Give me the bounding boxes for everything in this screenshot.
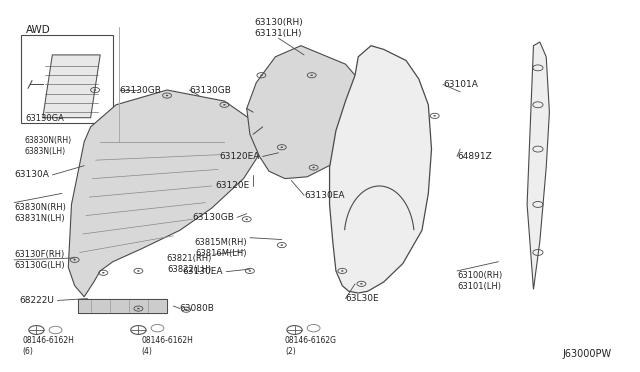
- Text: 63130GB: 63130GB: [189, 86, 231, 94]
- Text: 08146-6162G
(2): 08146-6162G (2): [285, 336, 337, 356]
- Polygon shape: [246, 46, 368, 179]
- Circle shape: [310, 74, 313, 76]
- Text: 08146-6162H
(4): 08146-6162H (4): [141, 336, 193, 356]
- Polygon shape: [68, 90, 262, 297]
- FancyBboxPatch shape: [20, 35, 113, 123]
- Text: 63080B: 63080B: [180, 304, 214, 313]
- Text: 08146-6162H
(6): 08146-6162H (6): [22, 336, 74, 356]
- Text: 63830N(RH)
63831N(LH): 63830N(RH) 63831N(LH): [14, 203, 66, 223]
- Text: 63815M(RH)
63816M(LH): 63815M(RH) 63816M(LH): [194, 238, 246, 258]
- Circle shape: [248, 270, 251, 272]
- Text: 68222U: 68222U: [19, 296, 54, 305]
- Circle shape: [185, 309, 188, 310]
- Circle shape: [433, 115, 436, 116]
- Text: 63L30E: 63L30E: [346, 294, 379, 303]
- Circle shape: [280, 244, 283, 246]
- Text: 63130GA: 63130GA: [25, 114, 64, 123]
- Text: 64891Z: 64891Z: [457, 152, 492, 161]
- Circle shape: [166, 95, 168, 96]
- Text: 63130EA: 63130EA: [182, 267, 223, 276]
- Text: J63000PW: J63000PW: [562, 349, 611, 359]
- Text: 63830N(RH)
6383N(LH): 63830N(RH) 6383N(LH): [25, 136, 72, 156]
- Circle shape: [341, 270, 344, 272]
- Polygon shape: [43, 55, 100, 118]
- Circle shape: [137, 308, 140, 310]
- Circle shape: [360, 283, 363, 285]
- Circle shape: [280, 147, 283, 148]
- Circle shape: [102, 272, 104, 273]
- Circle shape: [223, 104, 226, 106]
- Polygon shape: [78, 299, 167, 313]
- Circle shape: [312, 167, 315, 168]
- Circle shape: [246, 218, 248, 220]
- Circle shape: [137, 270, 140, 272]
- Polygon shape: [527, 42, 549, 289]
- Text: 63101A: 63101A: [443, 80, 478, 89]
- Text: 63120E: 63120E: [216, 182, 250, 190]
- Text: 63130(RH)
63131(LH): 63130(RH) 63131(LH): [254, 18, 303, 38]
- Text: 63130GB: 63130GB: [192, 213, 234, 222]
- Text: AWD: AWD: [26, 25, 51, 35]
- Text: 63130GB: 63130GB: [119, 86, 161, 94]
- Text: 63120EA: 63120EA: [219, 152, 259, 161]
- Text: 63130A: 63130A: [14, 170, 49, 179]
- Text: 63130EA: 63130EA: [304, 191, 344, 200]
- Text: 63100(RH)
63101(LH): 63100(RH) 63101(LH): [457, 271, 502, 291]
- Circle shape: [94, 89, 97, 91]
- Polygon shape: [330, 46, 431, 293]
- Circle shape: [260, 74, 262, 76]
- Text: 63130F(RH)
63130G(LH): 63130F(RH) 63130G(LH): [14, 250, 65, 270]
- Text: 63821(RH)
63822(LH): 63821(RH) 63822(LH): [166, 254, 212, 275]
- Circle shape: [74, 259, 76, 260]
